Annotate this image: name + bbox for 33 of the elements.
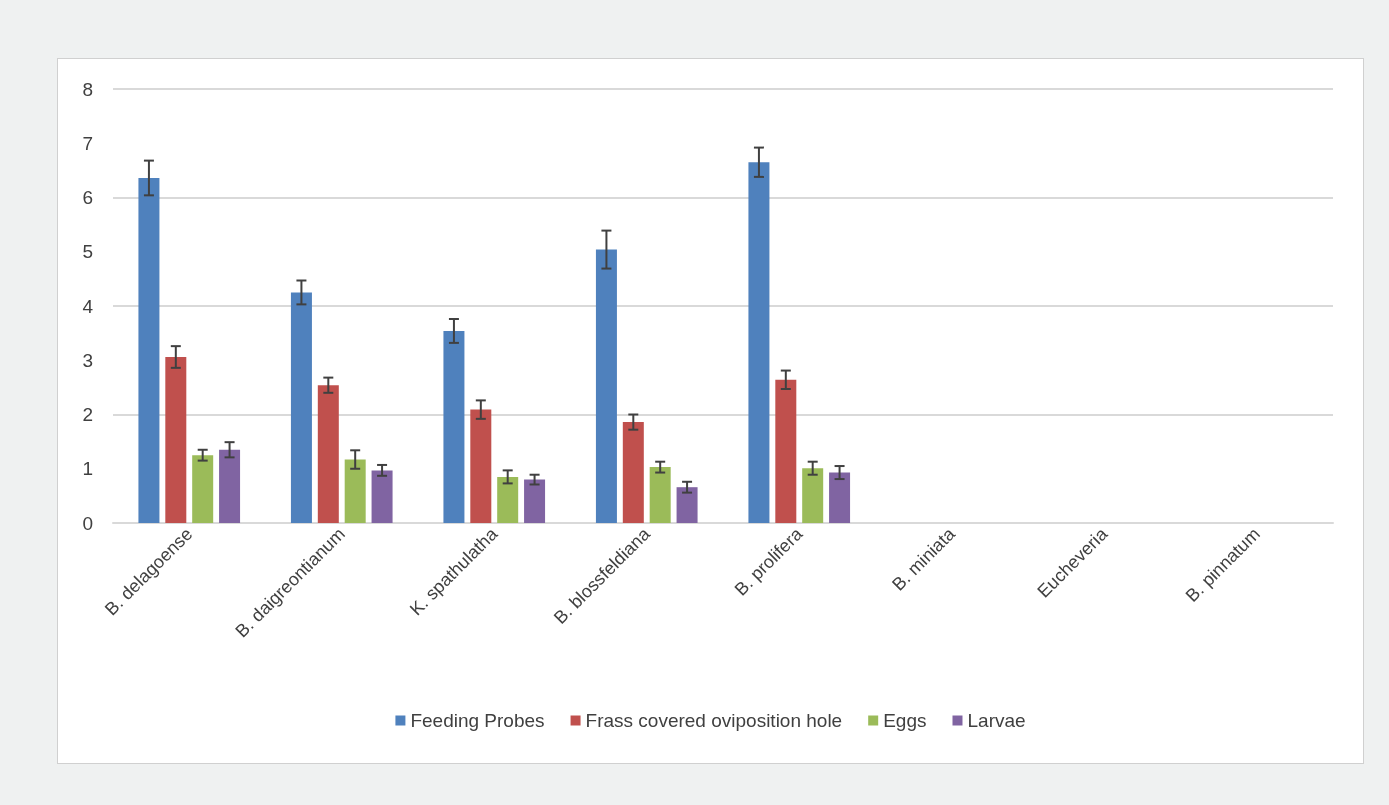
bar <box>775 379 797 523</box>
bar <box>595 249 617 523</box>
y-tick-label: 7 <box>82 132 93 154</box>
bar <box>829 472 851 523</box>
y-tick-label: 3 <box>82 349 93 371</box>
bar <box>622 422 644 523</box>
bar <box>371 470 393 523</box>
legend-label: Feeding Probes <box>410 710 545 731</box>
bar <box>676 487 698 523</box>
bar <box>317 385 339 523</box>
bar <box>470 409 492 523</box>
y-tick-label: 6 <box>82 187 93 208</box>
legend-label: Eggs <box>883 710 927 731</box>
legend-label: Larvae <box>967 710 1026 731</box>
bar <box>138 177 160 523</box>
y-tick-label: 1 <box>82 458 93 480</box>
bar <box>219 449 241 523</box>
legend-label: Frass covered oviposition hole <box>585 710 843 731</box>
y-tick-label: 2 <box>82 404 93 425</box>
bar <box>748 162 770 523</box>
bar <box>649 467 671 523</box>
y-tick-label: 4 <box>82 295 94 317</box>
bar <box>290 292 312 523</box>
bar <box>344 459 366 523</box>
bar <box>802 468 824 523</box>
bar <box>524 479 546 523</box>
y-tick-label: 8 <box>82 78 93 100</box>
y-tick-label: 5 <box>82 241 93 263</box>
y-tick-label: 0 <box>82 512 93 534</box>
bar <box>192 455 214 523</box>
bar <box>497 476 519 523</box>
bar <box>165 357 187 523</box>
bar <box>443 330 465 523</box>
